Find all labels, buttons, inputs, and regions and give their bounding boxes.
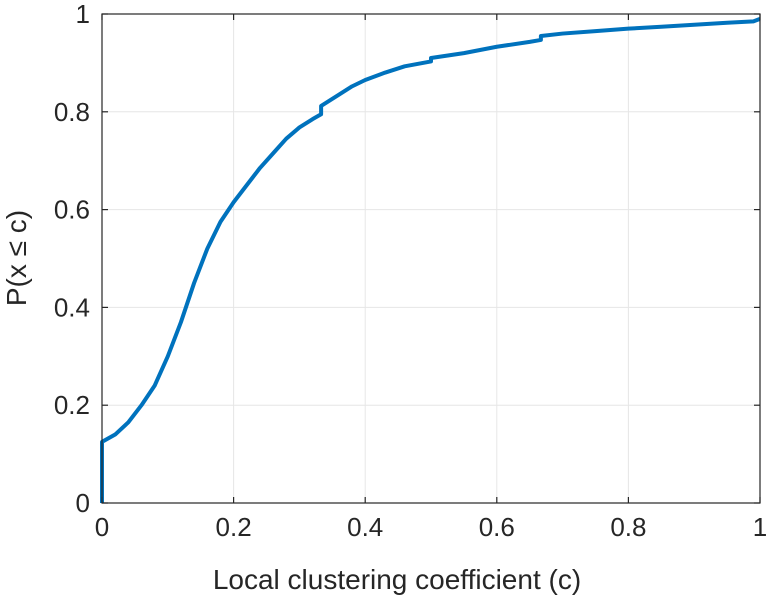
y-tick-label: 1	[76, 0, 90, 29]
plot-frame	[101, 13, 761, 504]
y-tick-label: 0.2	[54, 390, 90, 420]
x-axis-label: Local clustering coefficient (c)	[213, 564, 581, 595]
y-tick-label: 0.8	[54, 97, 90, 127]
x-tick-label: 0.6	[479, 512, 515, 542]
y-tick-label: 0	[76, 488, 90, 518]
cdf-series-line	[100, 17, 761, 503]
x-tick-label: 1	[753, 512, 766, 542]
axis-ticks	[101, 13, 761, 504]
x-tick-label: 0.4	[347, 512, 383, 542]
y-axis-label: P(x ≤ c)	[1, 210, 32, 306]
y-tick-label: 0.6	[54, 195, 90, 225]
x-tick-label: 0	[95, 512, 109, 542]
x-tick-labels: 0 0.2 0.4 0.6 0.8 1	[95, 512, 766, 542]
y-tick-label: 0.4	[54, 292, 90, 322]
plot-background	[102, 14, 760, 503]
y-tick-labels: 0 0.2 0.4 0.6 0.8 1	[54, 0, 90, 518]
x-tick-label: 0.8	[610, 512, 646, 542]
x-tick-label: 0.2	[216, 512, 252, 542]
